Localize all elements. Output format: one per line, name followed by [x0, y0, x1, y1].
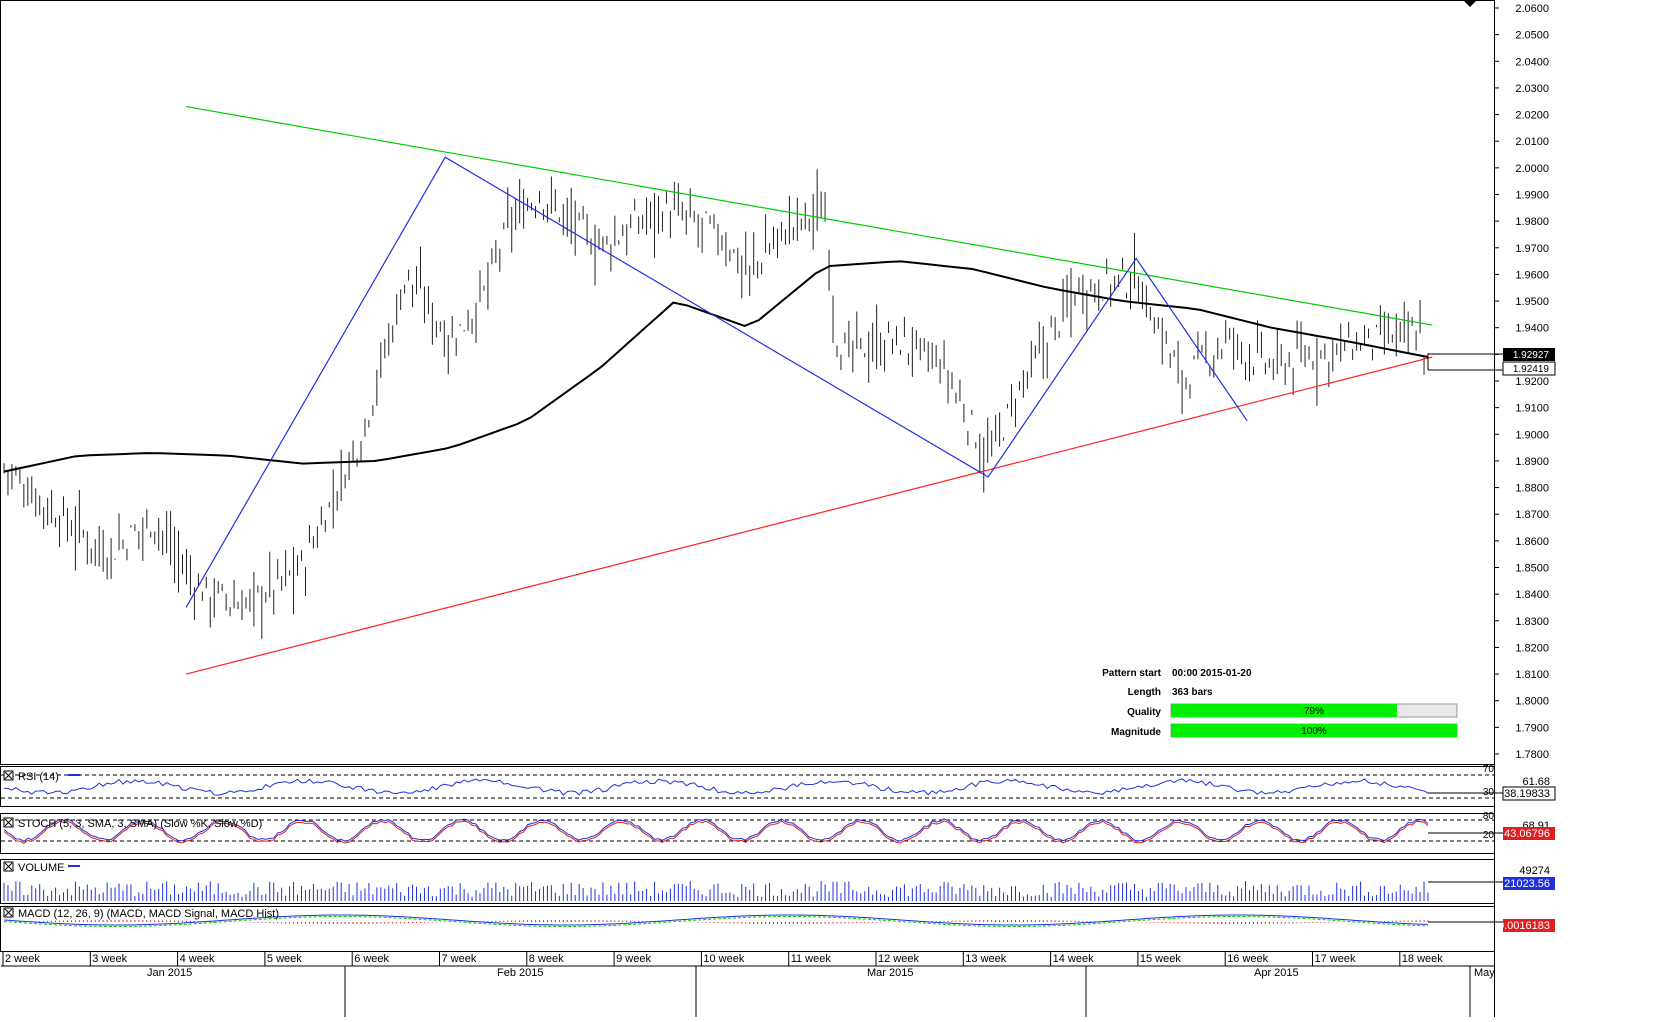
price-axis: 2.0600 2.0500 2.0400 2.0300 2.0200 2.0100 2.00… [1494, 3, 1549, 761]
price-tick-label: 1.8200 [1515, 642, 1549, 654]
volume-bars [3, 881, 1429, 901]
week-label: 14 week [1053, 953, 1094, 965]
month-label: Feb 2015 [497, 967, 543, 979]
week-label: 10 week [703, 953, 744, 965]
moving-average-line [3, 260, 1429, 473]
week-label: 16 week [1227, 953, 1268, 965]
pattern-start-label: Pattern start [1102, 668, 1162, 679]
price-tick-label: 2.0400 [1515, 56, 1549, 68]
price-tick-label: 1.9400 [1515, 323, 1549, 335]
stoch-value-2: 43.06796 [1504, 828, 1550, 840]
price-tick-label: 1.8400 [1515, 589, 1549, 601]
price-tick-label: 2.0300 [1515, 83, 1549, 95]
magnitude-label: Magnitude [1111, 727, 1161, 738]
stoch-d-line [3, 820, 1429, 845]
pattern-length-label: Length [1128, 687, 1161, 698]
price-tick-label: 1.8300 [1515, 616, 1549, 628]
price-tick-label: 1.8900 [1515, 456, 1549, 468]
week-label: 18 week [1402, 953, 1443, 965]
price-tick-label: 1.8800 [1515, 483, 1549, 495]
scroll-marker-icon[interactable] [1464, 1, 1476, 7]
pattern-start-value: 00:00 2015-01-20 [1172, 668, 1252, 679]
price-tick-label: 1.7900 [1515, 722, 1549, 734]
week-label: 6 week [354, 953, 389, 965]
quality-value: 79% [1304, 706, 1324, 717]
quality-label: Quality [1127, 707, 1161, 718]
magnitude-bar-fill [1171, 724, 1457, 737]
volume-value-1: 49274 [1519, 865, 1550, 877]
volume-panel: VOLUME 49274 21023.56 [3, 861, 1555, 901]
stoch-k-line [3, 818, 1429, 843]
week-label: 4 week [180, 953, 215, 965]
month-label: Apr 2015 [1254, 967, 1299, 979]
price-tick-label: 2.0600 [1515, 3, 1549, 15]
price-tick-label: 1.9100 [1515, 403, 1549, 415]
week-label: 11 week [791, 953, 832, 965]
upper-trendline [185, 105, 1433, 326]
week-label: 12 week [878, 953, 919, 965]
rsi-line [3, 778, 1429, 796]
rsi-value-2: 38.19833 [1504, 788, 1550, 800]
week-label: 9 week [616, 953, 651, 965]
week-label: 7 week [442, 953, 477, 965]
volume-value-2: 21023.56 [1504, 878, 1550, 890]
macd-line [3, 914, 1429, 926]
week-label: 8 week [529, 953, 564, 965]
week-label: 5 week [267, 953, 302, 965]
week-label: 3 week [92, 953, 127, 965]
week-label: 2 week [5, 953, 40, 965]
stoch-panel: STOCH (5, 3, SMA, 3, SMA) (Slow %K, Slow… [1, 811, 1555, 845]
macd-signal-line [3, 915, 1429, 927]
month-label: Mar 2015 [867, 967, 913, 979]
current-price-tag [1503, 348, 1555, 361]
price-tick-label: 1.8000 [1515, 696, 1549, 708]
price-tick-label: 2.0000 [1515, 163, 1549, 175]
current-price-label: 1.92927 [1513, 350, 1550, 361]
price-tick-label: 1.9200 [1515, 376, 1549, 388]
price-tick-label: 1.7800 [1515, 749, 1549, 761]
rsi-title: RSI (14) [18, 771, 59, 783]
price-tick-label: 1.9800 [1515, 216, 1549, 228]
support-price-label: 1.92419 [1513, 364, 1550, 375]
macd-panel: MACD (12, 26, 9) (MACD, MACD Signal, MAC… [3, 907, 1555, 932]
price-tick-label: 1.9700 [1515, 243, 1549, 255]
price-tick-label: 1.8100 [1515, 669, 1549, 681]
month-label: Jan 2015 [147, 967, 192, 979]
week-label: 15 week [1140, 953, 1181, 965]
price-tick-label: 1.8700 [1515, 509, 1549, 521]
stoch-level-low: 20 [1483, 830, 1495, 841]
macd-value-2: -0.0016183 [1494, 920, 1550, 932]
ohlc-bars [3, 169, 1429, 639]
month-label: May [1474, 967, 1495, 979]
price-tick-label: 1.9600 [1515, 269, 1549, 281]
price-tick-label: 1.8500 [1515, 563, 1549, 575]
quality-bar-fill [1171, 704, 1397, 717]
volume-title: VOLUME [18, 862, 64, 874]
price-tick-label: 2.0100 [1515, 136, 1549, 148]
stoch-level-high: 80 [1483, 811, 1495, 822]
macd-title: MACD (12, 26, 9) (MACD, MACD Signal, MAC… [18, 908, 279, 920]
price-tick-label: 2.0200 [1515, 110, 1549, 122]
price-tick-label: 1.8600 [1515, 536, 1549, 548]
week-label: 13 week [965, 953, 1006, 965]
week-label: 17 week [1315, 953, 1356, 965]
rsi-value-1: 61.68 [1522, 776, 1550, 788]
pattern-info-panel: Pattern start 00:00 2015-01-20 Length 36… [1102, 668, 1458, 738]
pattern-length-value: 363 bars [1172, 687, 1213, 698]
support-price-tag [1502, 361, 1556, 376]
time-axis: 2 week 3 week 4 week 5 week 6 week 7 week 8 we… [1, 951, 1495, 1017]
magnitude-value: 100% [1301, 726, 1327, 737]
price-tick-label: 2.0500 [1515, 30, 1549, 42]
rsi-panel: RSI (14) 70 30 61.68 38.19833 [1, 764, 1556, 801]
zigzag-pattern-line [185, 156, 1248, 608]
price-tick-label: 1.9000 [1515, 429, 1549, 441]
rsi-level-high: 70 [1483, 764, 1495, 775]
stoch-title: STOCH (5, 3, SMA, 3, SMA) (Slow %K, Slow… [18, 818, 262, 830]
price-tick-label: 1.9500 [1515, 296, 1549, 308]
price-tick-label: 1.9900 [1515, 190, 1549, 202]
lower-trendline [185, 356, 1433, 675]
